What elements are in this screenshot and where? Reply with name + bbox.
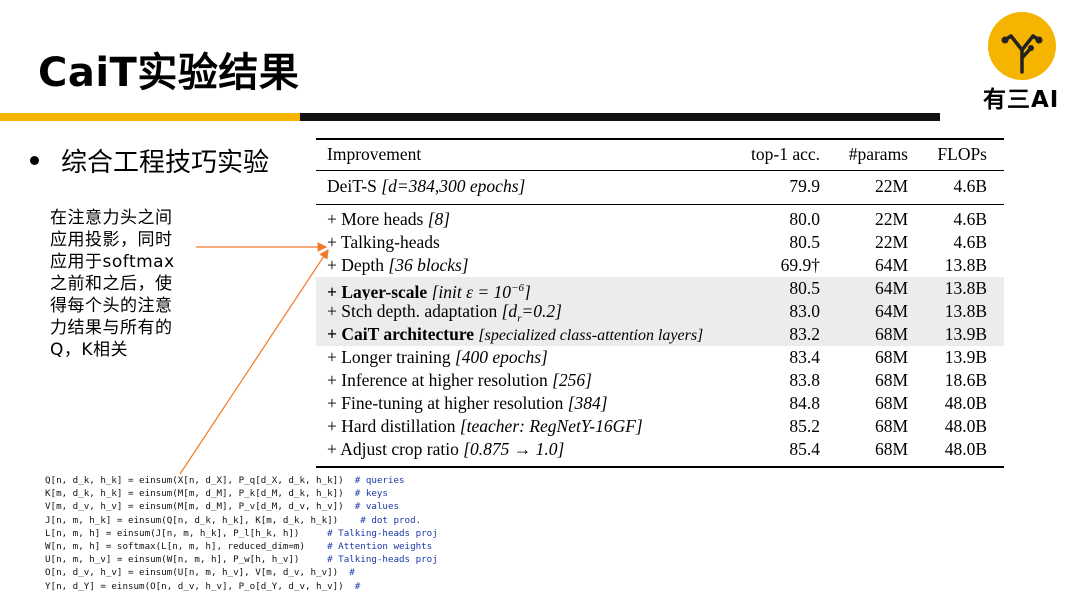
cell-acc: 80.5 (789, 278, 820, 298)
cell-flops: 13.8B (944, 255, 987, 275)
results-table: Improvement top-1 acc. #params FLOPs Dei… (316, 138, 1004, 473)
cell-flops: 4.6B (953, 232, 987, 252)
bullet-text: 综合工程技巧实验 (61, 148, 270, 178)
cell-improvement: + Fine-tuning at higher resolution [384] (327, 393, 608, 413)
table-row: + Depth [36 blocks] 69.9† 64M 13.8B (316, 254, 1004, 277)
code-line: O[n, d_v, h_v] = einsum(U[n, m, h_v], V[… (45, 567, 355, 579)
cell-acc: 80.5 (789, 232, 820, 252)
code-line: L[n, m, h] = einsum(J[n, m, h_k], P_l[h_… (45, 527, 438, 539)
note-line: 力结果与所有的 (50, 318, 173, 338)
cell-params: 22M (874, 209, 908, 229)
cell-acc: 85.2 (789, 416, 820, 436)
code-line: Y[n, d_Y] = einsum(O[n, d_v, h_v], P_o[d… (45, 580, 361, 592)
table-row: + Fine-tuning at higher resolution [384]… (316, 392, 1004, 415)
note-line: 之前和之后，使 (50, 274, 173, 294)
table-row: + Longer training [400 epochs] 83.4 68M … (316, 346, 1004, 369)
arrow-code-to-table (179, 248, 329, 475)
cell-params: 68M (874, 324, 908, 344)
code-snippet: Q[n, d_k, h_k] = einsum(X[n, d_X], P_q[d… (45, 474, 438, 593)
cell-params: 64M (874, 255, 908, 275)
cell-params: 68M (874, 416, 908, 436)
note-line: 应用投影，同时 (50, 230, 173, 250)
cell-flops: 13.9B (944, 324, 987, 344)
annotation-note: 在注意力头之间 应用投影，同时 应用于softmax 之前和之后，使 得每个头的… (50, 207, 200, 361)
cell-flops: 13.9B (944, 347, 987, 367)
cell-params: 68M (874, 347, 908, 367)
table-row-highlighted: + CaiT architecture [specialized class-a… (316, 323, 1004, 346)
bullet-item: 综合工程技巧实验 (30, 142, 269, 179)
code-line: W[n, m, h] = softmax(L[n, m, h], reduced… (45, 541, 433, 553)
table-row: + More heads [8] 80.0 22M 4.6B (316, 208, 1004, 231)
cell-acc: 69.9† (780, 255, 820, 275)
cell-improvement: + Talking-heads (327, 232, 440, 252)
code-line: J[n, m, h_k] = einsum(Q[n, d_k, h_k], K[… (45, 514, 422, 526)
cell-improvement: + More heads [8] (327, 209, 451, 229)
cell-improvement: + Adjust crop ratio [0.875 → 1.0] (327, 439, 565, 459)
cell-params: 64M (874, 278, 908, 298)
cell-params: 64M (874, 301, 908, 321)
header-params: #params (848, 144, 908, 164)
cell-flops: 13.8B (944, 278, 987, 298)
cell-acc: 83.2 (789, 324, 820, 344)
table-header: Improvement top-1 acc. #params FLOPs (316, 143, 1004, 166)
cell-acc: 84.8 (789, 393, 820, 413)
title-divider (0, 113, 940, 121)
cell-improvement: + CaiT architecture [specialized class-a… (327, 324, 704, 344)
table-row-highlighted: + Layer-scale [init ε = 10−6] 80.5 64M 1… (316, 277, 1004, 302)
cell-flops: 48.0B (944, 393, 987, 413)
table-row-highlighted: + Stch depth. adaptation [dr=0.2] 83.0 6… (316, 300, 1004, 325)
cell-params: 68M (874, 393, 908, 413)
cell-improvement: + Depth [36 blocks] (327, 255, 469, 275)
table-row: + Adjust crop ratio [0.875 → 1.0] 85.4 6… (316, 438, 1004, 461)
note-line: 得每个头的注意 (50, 296, 173, 316)
cell-acc: 79.9 (789, 176, 820, 196)
cell-params: 68M (874, 439, 908, 459)
logo-icon (988, 12, 1056, 80)
code-line: V[m, d_v, h_v] = einsum(M[m, d_M], P_v[d… (45, 501, 400, 513)
cell-acc: 83.8 (789, 370, 820, 390)
cell-acc: 83.4 (789, 347, 820, 367)
note-line: 应用于softmax (50, 252, 175, 272)
cell-improvement: + Stch depth. adaptation [dr=0.2] (327, 301, 562, 325)
cell-flops: 18.6B (944, 370, 987, 390)
cell-flops: 48.0B (944, 416, 987, 436)
table-row: + Talking-heads 80.5 22M 4.6B (316, 231, 1004, 254)
cell-improvement: + Hard distillation [teacher: RegNetY-16… (327, 416, 643, 436)
slide-title: CaiT实验结果 (38, 50, 300, 96)
header-flops: FLOPs (937, 144, 987, 164)
cell-improvement: + Longer training [400 epochs] (327, 347, 548, 367)
code-line: Q[n, d_k, h_k] = einsum(X[n, d_X], P_q[d… (45, 475, 405, 486)
cell-improvement: + Layer-scale [init ε = 10−6] (327, 281, 531, 302)
logo-text: 有三AI (983, 87, 1060, 113)
cell-flops: 4.6B (953, 176, 987, 196)
header-improvement: Improvement (327, 144, 422, 164)
table-row-baseline: DeiT-S [d=384,300 epochs] 79.9 22M 4.6B (316, 175, 1004, 198)
header-acc: top-1 acc. (751, 144, 820, 164)
cell-acc: 83.0 (789, 301, 820, 321)
cell-params: 22M (874, 176, 908, 196)
code-line: K[m, d_k, h_k] = einsum(M[m, d_M], P_k[d… (45, 488, 388, 500)
code-line: U[n, m, h_v] = einsum(W[n, m, h], P_w[h,… (45, 554, 438, 566)
cell-params: 68M (874, 370, 908, 390)
cell-flops: 13.8B (944, 301, 987, 321)
bullet-dot-icon (30, 156, 39, 165)
cell-improvement: DeiT-S [d=384,300 epochs] (327, 176, 526, 196)
table-row: + Hard distillation [teacher: RegNetY-16… (316, 415, 1004, 438)
table-row: + Inference at higher resolution [256] 8… (316, 369, 1004, 392)
cell-params: 22M (874, 232, 908, 252)
note-line: 在注意力头之间 (50, 208, 173, 228)
cell-acc: 80.0 (789, 209, 820, 229)
cell-improvement: + Inference at higher resolution [256] (327, 370, 592, 390)
cell-flops: 4.6B (953, 209, 987, 229)
cell-acc: 85.4 (789, 439, 820, 459)
cell-flops: 48.0B (944, 439, 987, 459)
note-line: Q，K相关 (50, 340, 129, 360)
